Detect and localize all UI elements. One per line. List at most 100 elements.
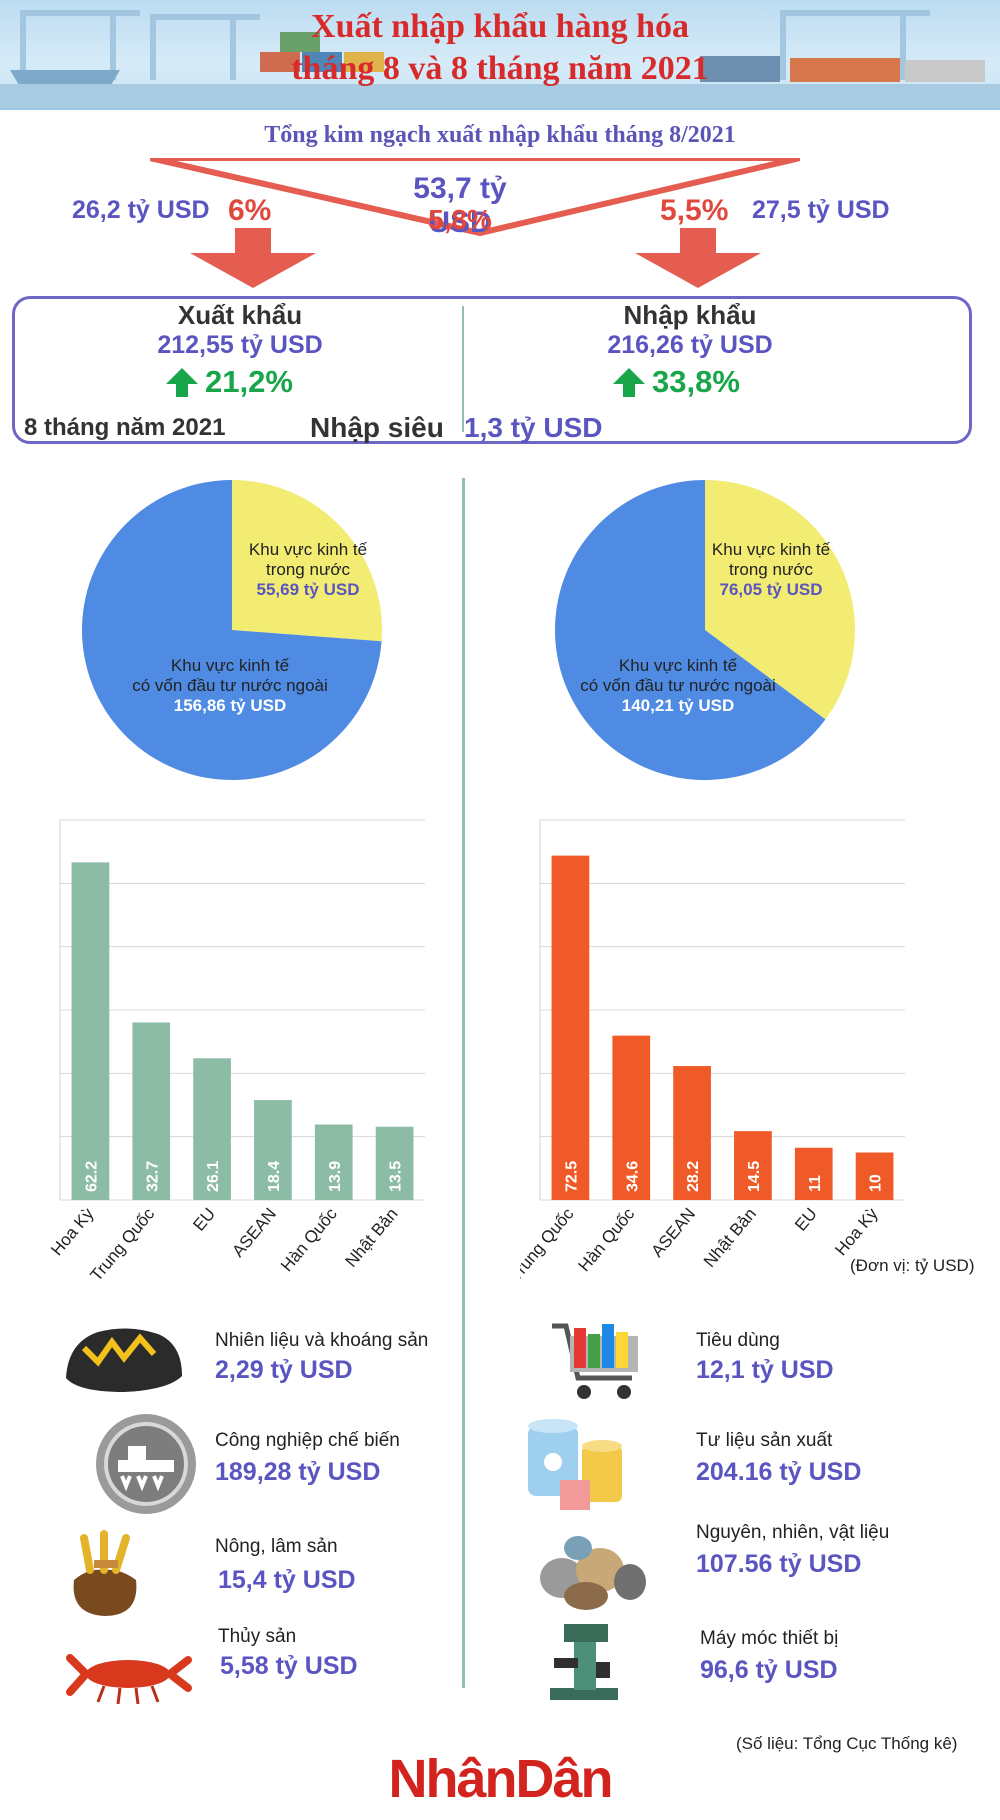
import-cat-4-value: 96,6 tỷ USD — [700, 1656, 838, 1684]
up-arrow-icon — [613, 368, 645, 397]
barrels-icon — [528, 1419, 622, 1510]
bar — [673, 1066, 711, 1200]
export-growth: 21,2% — [165, 364, 293, 400]
bar-value-label: 13.5 — [388, 1161, 405, 1192]
eight-month-summary-box — [12, 296, 972, 444]
category-tick-label: Trung Quốc — [520, 1204, 578, 1280]
pie-label-line: trong nước — [729, 560, 813, 579]
august-total-value: 53,7 tỷ USD — [413, 172, 507, 239]
category-tick-label: Hàn Quốc — [277, 1204, 341, 1275]
pie-label-line: có vốn đầu tư nước ngoài — [132, 676, 328, 695]
export-cat-1-title: Nhiên liệu và khoáng sản — [215, 1330, 429, 1351]
grain-sack-icon — [73, 1530, 137, 1616]
import-cat-1-title: Tiêu dùng — [696, 1330, 780, 1351]
bar-value-label: 72.5 — [563, 1161, 580, 1192]
category-tick-label: ASEAN — [648, 1204, 700, 1260]
bar — [193, 1058, 231, 1200]
pie-value-label: 156,86 tỷ USD — [173, 696, 287, 715]
bar-value-label: 13.9 — [327, 1161, 344, 1192]
machine-icon — [550, 1624, 618, 1700]
pie-slice-domestic — [232, 480, 382, 642]
coal-icon — [66, 1328, 182, 1392]
nhandan-logo: NhânDân — [388, 1749, 613, 1809]
bar — [734, 1131, 772, 1200]
august-import-value: 27,5 tỷ USD — [752, 196, 890, 224]
import-sector-pie — [555, 480, 855, 780]
category-tick-label: EU — [189, 1204, 219, 1234]
import-cat-2-value: 204.16 tỷ USD — [696, 1458, 862, 1486]
category-tick-label: Hoa Kỳ — [831, 1204, 882, 1259]
bar-value-label: 62.2 — [83, 1161, 100, 1192]
bar — [551, 855, 590, 1200]
category-tick-label: ASEAN — [228, 1204, 280, 1260]
import-cat-4-title: Máy móc thiết bị — [700, 1628, 839, 1649]
pie-value-label: 55,69 tỷ USD — [256, 580, 360, 599]
category-tick-label: Nhật Bản — [700, 1204, 760, 1271]
export-fdi-label: Khu vực kinh tế có vốn đầu tư nước ngoài… — [110, 656, 350, 716]
pie-value-label: 140,21 tỷ USD — [621, 696, 735, 715]
bar-value-label: 32.7 — [144, 1161, 161, 1192]
shopping-cart-icon — [552, 1323, 638, 1399]
category-tick-label: Hoa Kỳ — [47, 1204, 98, 1259]
export-cat-4-value: 5,58 tỷ USD — [220, 1652, 358, 1680]
column-divider — [462, 478, 465, 1688]
bar-value-label: 26.1 — [205, 1161, 222, 1192]
export-cat-1-value: 2,29 tỷ USD — [215, 1356, 353, 1384]
bar-value-label: 11 — [807, 1175, 824, 1192]
category-tick-label: EU — [791, 1204, 821, 1234]
title-line-2: tháng 8 và 8 tháng năm 2021 — [291, 50, 709, 87]
lobster-icon — [66, 1654, 192, 1705]
import-domestic-label: Khu vực kinh tế trong nước 76,05 tỷ USD — [696, 540, 846, 600]
pie-label-line: Khu vực kinh tế — [618, 656, 738, 675]
august-total-change: 5,8% — [428, 204, 492, 235]
pie-label-line: trong nước — [266, 560, 350, 579]
category-tick-label: Hàn Quốc — [575, 1204, 639, 1275]
august-export-value: 26,2 tỷ USD — [72, 196, 210, 224]
import-cat-3-title: Nguyên, nhiên, vật liệu — [696, 1522, 890, 1543]
split-arrow — [150, 158, 800, 288]
pie-label-line: Khu vực kinh tế — [248, 540, 368, 559]
import-label: Nhập khẩu — [623, 300, 757, 330]
header-banner: Xuất nhập khẩu hàng hóa tháng 8 và 8 thá… — [0, 0, 1000, 110]
bar — [375, 1126, 414, 1200]
bar — [71, 862, 110, 1200]
title-line-1: Xuất nhập khẩu hàng hóa — [311, 8, 689, 45]
import-growth: 33,8% — [612, 364, 740, 400]
export-cat-2-title: Công nghiệp chế biến — [215, 1430, 400, 1451]
pie-slice-domestic — [705, 480, 855, 720]
august-export-change: 6% — [228, 194, 272, 227]
export-8m-value: 212,55 tỷ USD — [157, 331, 323, 359]
deficit-label: Nhập siêu — [310, 412, 444, 443]
import-cat-2-title: Tư liệu sản xuất — [696, 1430, 833, 1451]
up-arrow-icon — [166, 368, 198, 397]
august-subtitle: Tổng kim ngạch xuất nhập khẩu tháng 8/20… — [264, 122, 736, 148]
bar — [314, 1124, 353, 1200]
bar — [254, 1100, 292, 1200]
import-growth-value: 33,8% — [652, 364, 740, 399]
bar — [794, 1147, 833, 1200]
pie-value-label: 76,05 tỷ USD — [719, 580, 823, 599]
summary-divider — [462, 306, 464, 432]
export-partners-bar-chart: 62.2 Hoa Kỳ 32.7 Trung Quốc 26.1 EU 18.4 ASEAN 1… — [47, 819, 425, 1280]
bar — [855, 1152, 894, 1200]
bar-value-label: 18.4 — [266, 1161, 283, 1192]
export-cat-2-value: 189,28 tỷ USD — [215, 1458, 381, 1486]
import-8m-value: 216,26 tỷ USD — [607, 331, 773, 359]
pie-slice-fdi — [555, 480, 826, 780]
export-cat-4-title: Thủy sản — [218, 1626, 297, 1647]
port-illustration — [0, 10, 1000, 108]
pie-label-line: Khu vực kinh tế — [170, 656, 290, 675]
category-tick-label: Trung Quốc — [86, 1204, 158, 1280]
august-import-change: 5,5% — [660, 194, 729, 227]
pie-label-line: Khu vực kinh tế — [711, 540, 831, 559]
export-growth-value: 21,2% — [205, 364, 293, 399]
pie-label-line: có vốn đầu tư nước ngoài — [580, 676, 776, 695]
source-note: (Số liệu: Tổng Cục Thống kê) — [736, 1734, 958, 1753]
export-sector-pie — [82, 480, 382, 780]
bar-value-label: 10 — [868, 1174, 885, 1192]
unit-note: (Đơn vị: tỷ USD) — [850, 1256, 975, 1275]
import-fdi-label: Khu vực kinh tế có vốn đầu tư nước ngoài… — [558, 656, 798, 716]
deficit-value: 1,3 tỷ USD — [464, 412, 603, 443]
factory-icon — [96, 1414, 196, 1514]
bar-value-label: 34.6 — [624, 1161, 641, 1192]
